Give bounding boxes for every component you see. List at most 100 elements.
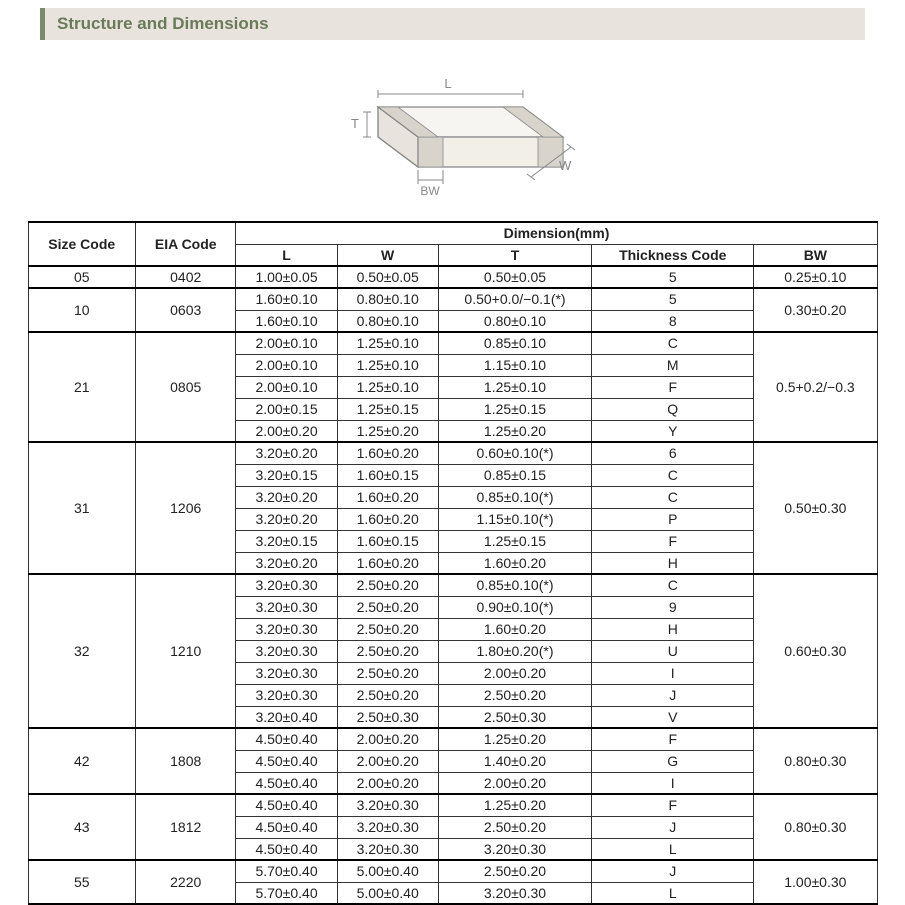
cell-L: 3.20±0.30 <box>236 618 337 640</box>
label-L: L <box>444 76 451 91</box>
col-T: T <box>438 244 592 266</box>
cell-W: 0.80±0.10 <box>337 310 438 332</box>
cell-L: 3.20±0.40 <box>236 706 337 728</box>
cell-th: 9 <box>592 596 754 618</box>
cell-W: 2.00±0.20 <box>337 750 438 772</box>
cell-th: U <box>592 640 754 662</box>
cell-W: 1.60±0.20 <box>337 508 438 530</box>
cell-T: 2.50±0.20 <box>438 684 592 706</box>
cell-size-code: 55 <box>28 860 135 904</box>
label-W: W <box>559 158 572 173</box>
cell-L: 1.00±0.05 <box>236 266 337 288</box>
cell-th: F <box>592 728 754 750</box>
cell-eia-code: 0603 <box>135 288 236 332</box>
cell-W: 1.25±0.10 <box>337 332 438 354</box>
cell-W: 2.50±0.20 <box>337 662 438 684</box>
cell-size-code: 21 <box>28 332 135 442</box>
cell-T: 2.00±0.20 <box>438 662 592 684</box>
cell-bw: 0.30±0.20 <box>754 288 877 332</box>
cell-eia-code: 2220 <box>135 860 236 904</box>
cell-eia-code: 0805 <box>135 332 236 442</box>
section-title: Structure and Dimensions <box>57 14 269 33</box>
dimensions-table: Size Code EIA Code Dimension(mm) L W T T… <box>28 221 878 905</box>
cell-W: 3.20±0.30 <box>337 794 438 816</box>
cell-T: 0.85±0.15 <box>438 464 592 486</box>
cell-W: 5.00±0.40 <box>337 860 438 882</box>
cell-T: 0.85±0.10(*) <box>438 574 592 596</box>
cell-L: 2.00±0.10 <box>236 354 337 376</box>
cell-W: 2.00±0.20 <box>337 728 438 750</box>
cell-th: C <box>592 464 754 486</box>
label-T: T <box>351 116 359 131</box>
col-eia-code: EIA Code <box>135 222 236 266</box>
cell-W: 1.60±0.15 <box>337 530 438 552</box>
cell-W: 1.25±0.10 <box>337 354 438 376</box>
cell-T: 1.40±0.20 <box>438 750 592 772</box>
cell-th: C <box>592 332 754 354</box>
cell-th: F <box>592 376 754 398</box>
cell-T: 1.25±0.15 <box>438 530 592 552</box>
cell-L: 3.20±0.20 <box>236 442 337 464</box>
cell-W: 2.50±0.20 <box>337 684 438 706</box>
cell-th: F <box>592 530 754 552</box>
table-row: 1006031.60±0.100.80±0.100.50+0.0/−0.1(*)… <box>28 288 877 310</box>
cell-bw: 0.60±0.30 <box>754 574 877 728</box>
table-row: 3112063.20±0.201.60±0.200.60±0.10(*)60.5… <box>28 442 877 464</box>
cell-T: 0.80±0.10 <box>438 310 592 332</box>
cell-L: 3.20±0.30 <box>236 662 337 684</box>
cell-bw: 0.25±0.10 <box>754 266 877 288</box>
cell-th: M <box>592 354 754 376</box>
cell-T: 1.25±0.20 <box>438 794 592 816</box>
cell-L: 4.50±0.40 <box>236 750 337 772</box>
cell-L: 5.70±0.40 <box>236 882 337 904</box>
cell-L: 3.20±0.30 <box>236 684 337 706</box>
cell-T: 2.50±0.20 <box>438 816 592 838</box>
cell-L: 3.20±0.30 <box>236 596 337 618</box>
cell-eia-code: 1812 <box>135 794 236 860</box>
cell-W: 2.50±0.20 <box>337 596 438 618</box>
cell-W: 2.50±0.20 <box>337 618 438 640</box>
cell-L: 4.50±0.40 <box>236 838 337 860</box>
cell-W: 1.60±0.20 <box>337 552 438 574</box>
cell-size-code: 31 <box>28 442 135 574</box>
cell-T: 0.85±0.10 <box>438 332 592 354</box>
col-W: W <box>337 244 438 266</box>
table-row: 0504021.00±0.050.50±0.050.50±0.0550.25±0… <box>28 266 877 288</box>
cell-eia-code: 0402 <box>135 266 236 288</box>
cell-T: 3.20±0.30 <box>438 838 592 860</box>
cell-th: 5 <box>592 288 754 310</box>
cell-T: 2.00±0.20 <box>438 772 592 794</box>
cell-L: 4.50±0.40 <box>236 772 337 794</box>
cell-T: 1.25±0.20 <box>438 728 592 750</box>
table-row: 3212103.20±0.302.50±0.200.85±0.10(*)C0.6… <box>28 574 877 596</box>
col-thickness: Thickness Code <box>592 244 754 266</box>
cell-eia-code: 1210 <box>135 574 236 728</box>
cell-T: 1.25±0.20 <box>438 420 592 442</box>
table-row: 4318124.50±0.403.20±0.301.25±0.20F0.80±0… <box>28 794 877 816</box>
cell-L: 3.20±0.15 <box>236 464 337 486</box>
cell-size-code: 32 <box>28 574 135 728</box>
cell-th: L <box>592 882 754 904</box>
cell-th: H <box>592 552 754 574</box>
cell-th: J <box>592 684 754 706</box>
cell-th: I <box>592 772 754 794</box>
cell-th: P <box>592 508 754 530</box>
cell-L: 3.20±0.30 <box>236 640 337 662</box>
cell-W: 1.60±0.15 <box>337 464 438 486</box>
cell-th: V <box>592 706 754 728</box>
cell-th: J <box>592 860 754 882</box>
cell-size-code: 43 <box>28 794 135 860</box>
cell-L: 1.60±0.10 <box>236 288 337 310</box>
table-row: 2108052.00±0.101.25±0.100.85±0.10C0.5+0.… <box>28 332 877 354</box>
cell-W: 3.20±0.30 <box>337 816 438 838</box>
cell-W: 2.50±0.20 <box>337 640 438 662</box>
cell-W: 1.25±0.10 <box>337 376 438 398</box>
cell-th: 5 <box>592 266 754 288</box>
cell-W: 2.00±0.20 <box>337 772 438 794</box>
cell-L: 2.00±0.15 <box>236 398 337 420</box>
cell-th: H <box>592 618 754 640</box>
cell-th: C <box>592 574 754 596</box>
cell-L: 1.60±0.10 <box>236 310 337 332</box>
cell-bw: 0.80±0.30 <box>754 794 877 860</box>
cell-bw: 0.80±0.30 <box>754 728 877 794</box>
